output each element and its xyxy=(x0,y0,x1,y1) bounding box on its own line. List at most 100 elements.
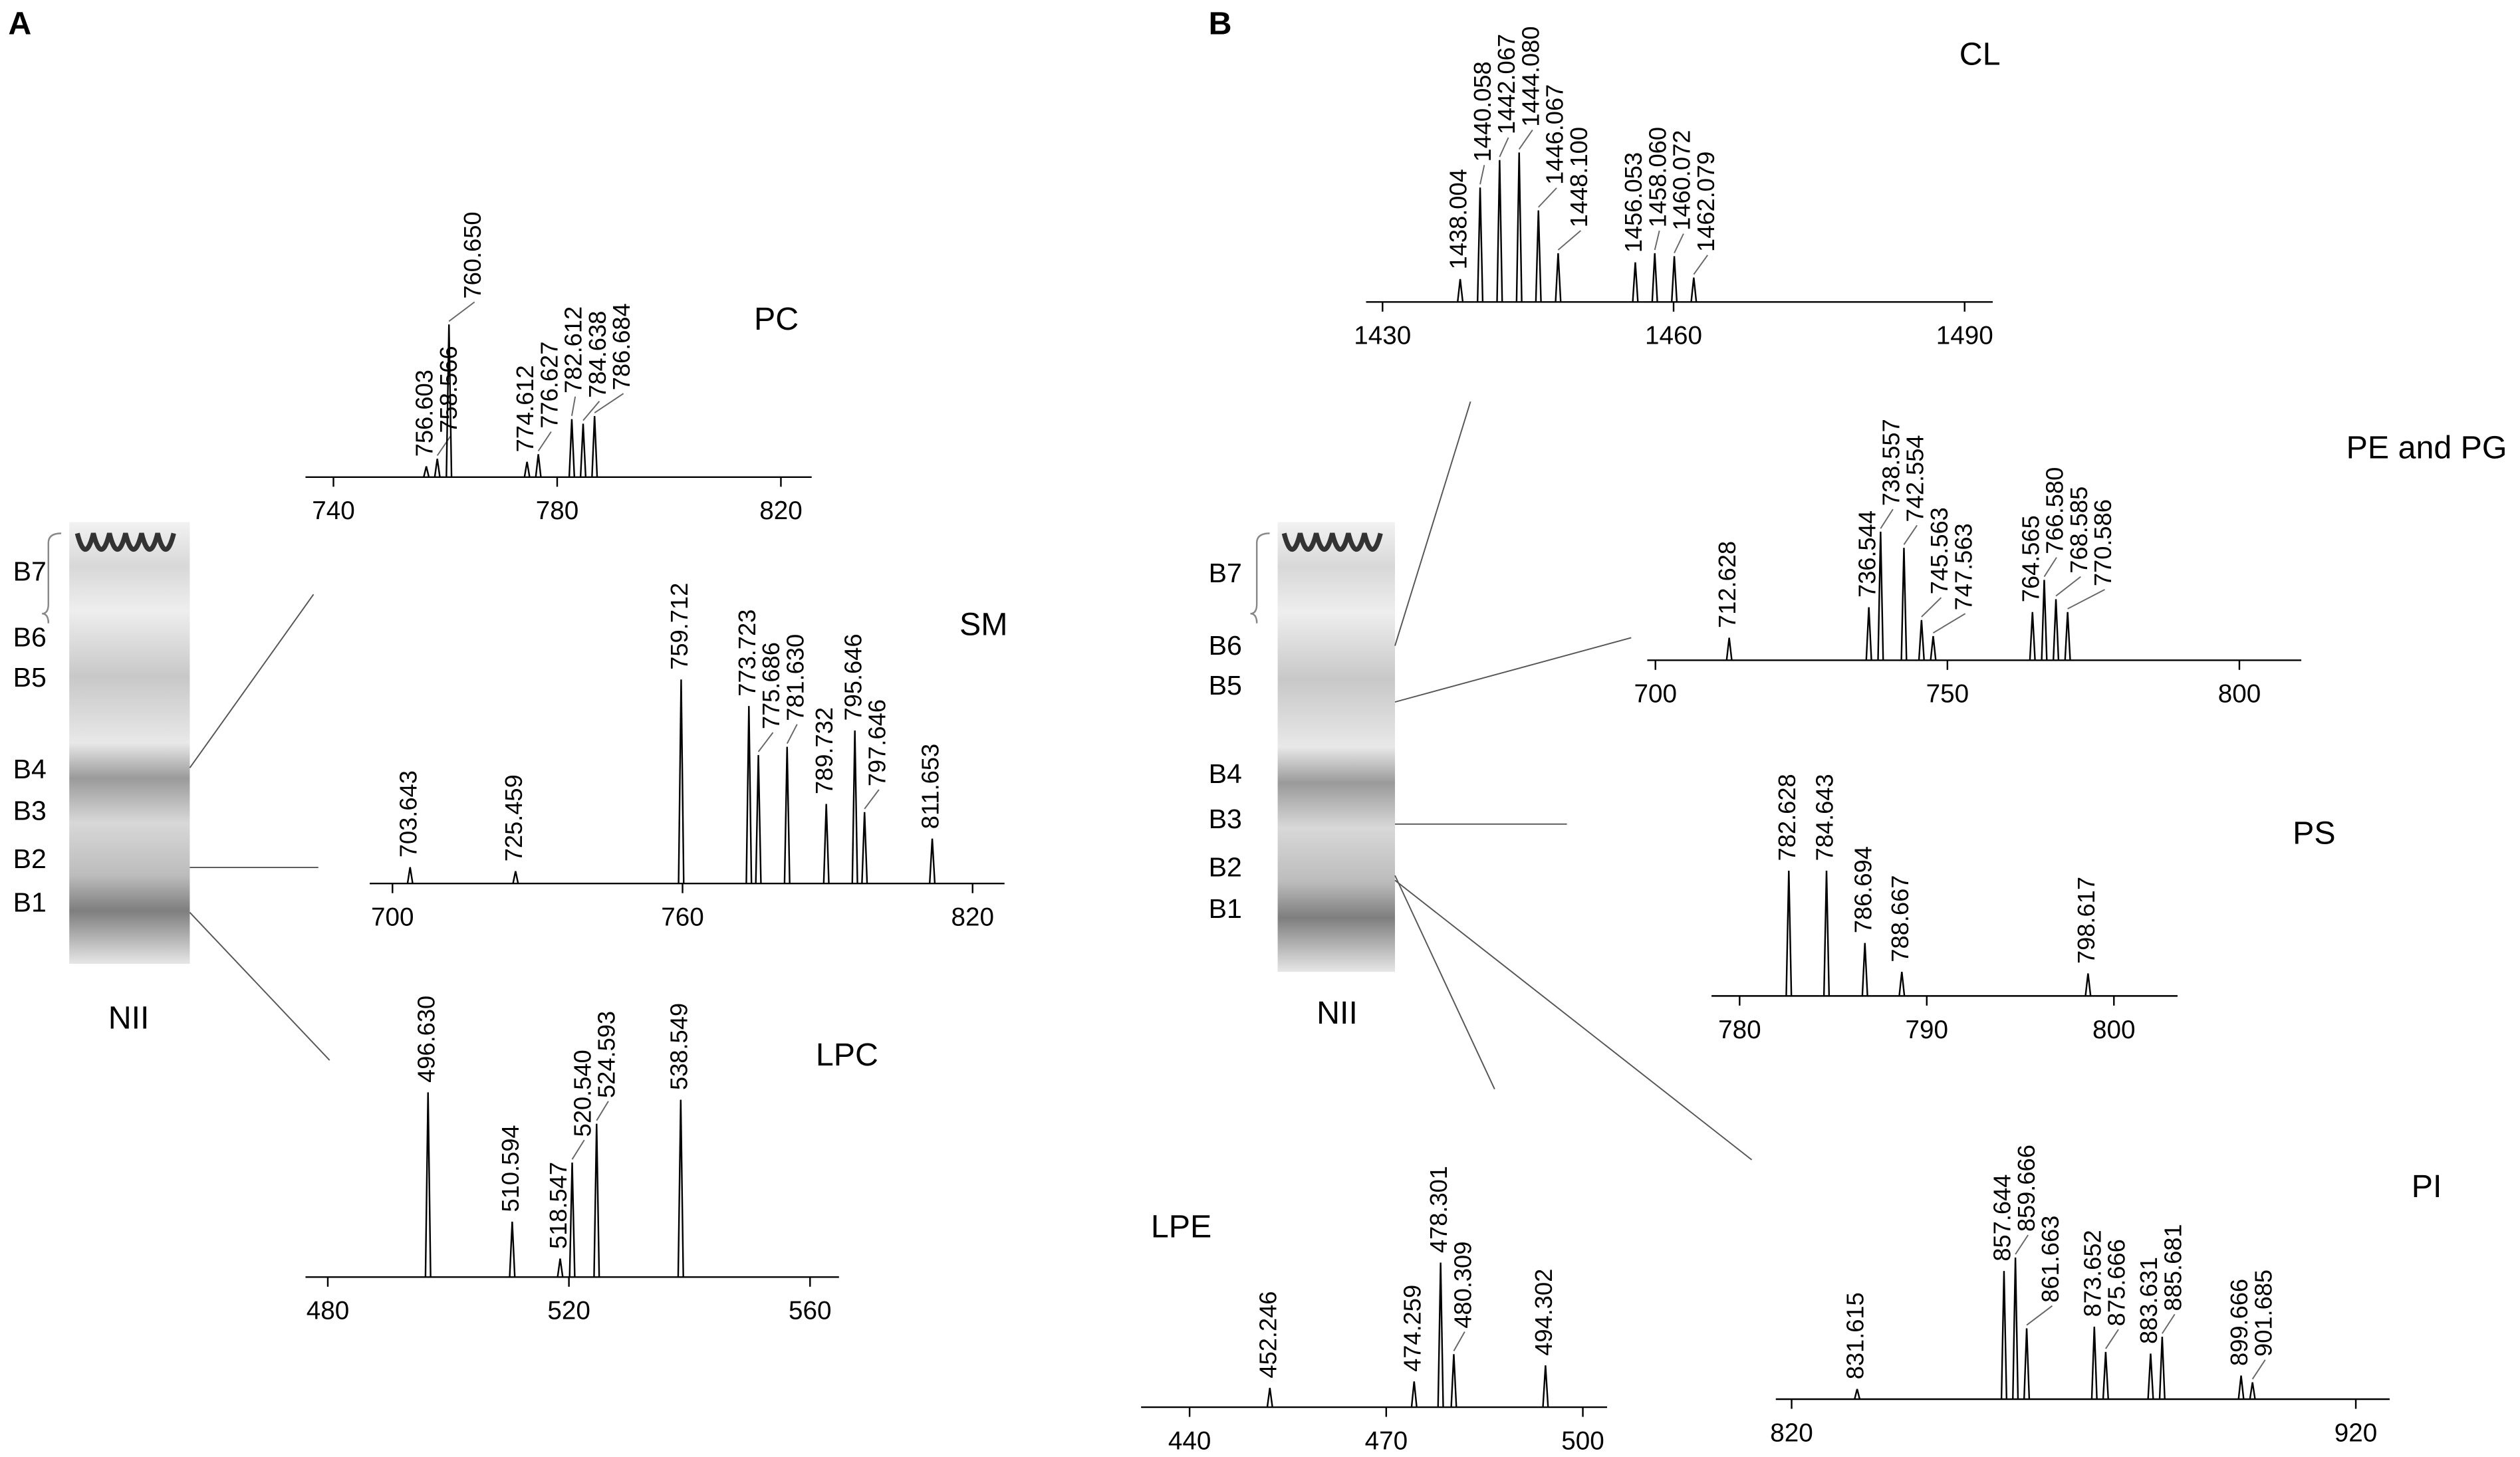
band-label: B1 xyxy=(13,887,47,917)
peak-label: 782.628 xyxy=(1773,774,1801,861)
panel-label: B xyxy=(1209,5,1232,41)
peak xyxy=(1854,1389,1861,1400)
band-label: B2 xyxy=(13,843,47,874)
peak xyxy=(1877,531,1884,661)
peak-label: 759.712 xyxy=(666,583,693,670)
peak xyxy=(1476,187,1484,302)
peak-label: 764.565 xyxy=(2017,515,2044,602)
leader-line xyxy=(582,400,600,421)
plate-caption: NII xyxy=(1317,995,1358,1031)
peak-label: 766.580 xyxy=(2041,467,2069,554)
x-tick-label: 920 xyxy=(2334,1418,2378,1447)
leader-line xyxy=(1674,233,1684,254)
plate-wells xyxy=(1281,532,1383,552)
x-tick-label: 470 xyxy=(1365,1426,1408,1455)
peak xyxy=(1651,253,1658,302)
peak-label: 1444.080 xyxy=(1517,26,1544,126)
peak-label: 873.652 xyxy=(2079,1230,2106,1317)
leader-line xyxy=(2055,576,2081,597)
peak-label: 1462.079 xyxy=(1692,152,1719,252)
peak xyxy=(1861,943,1868,996)
chart-title: PS xyxy=(2293,815,2335,851)
leader-line xyxy=(537,431,552,452)
panel-label: A xyxy=(8,5,31,41)
peak xyxy=(1900,548,1908,661)
x-tick-label: 740 xyxy=(312,497,354,525)
peak-label: 1456.053 xyxy=(1620,152,1647,253)
peak xyxy=(745,706,753,884)
peak xyxy=(423,466,430,478)
band-label: B5 xyxy=(1209,670,1242,701)
peak-label: 1442.067 xyxy=(1493,34,1520,134)
tlc-plate xyxy=(69,522,190,964)
leader-line xyxy=(2026,1305,2053,1326)
brace xyxy=(1250,532,1270,623)
peak-label: 510.594 xyxy=(497,1125,524,1212)
peak xyxy=(1918,619,1925,661)
peak-label: 786.684 xyxy=(608,303,635,390)
chart-title: LPC xyxy=(816,1037,878,1073)
leader-line xyxy=(1903,524,1918,545)
leader-line xyxy=(1538,187,1557,208)
peak xyxy=(1437,1262,1444,1408)
x-tick-label: 480 xyxy=(307,1297,350,1325)
peak xyxy=(591,415,598,477)
brace xyxy=(41,532,62,623)
peak-label: 798.617 xyxy=(2073,877,2100,964)
leader-line xyxy=(757,732,774,752)
peak xyxy=(822,804,830,884)
peak-label: 1458.060 xyxy=(1644,127,1671,227)
peak xyxy=(2029,612,2036,661)
peak-label: 745.563 xyxy=(1926,507,1953,594)
peak-label: 784.638 xyxy=(584,311,611,398)
leader-line xyxy=(2251,1359,2266,1380)
peak-label: 797.646 xyxy=(864,699,891,786)
peak xyxy=(677,1099,684,1278)
peak xyxy=(1930,635,1937,661)
peak xyxy=(1632,262,1639,302)
leader-line xyxy=(1693,255,1708,275)
x-tick-label: 800 xyxy=(2218,680,2261,709)
peak xyxy=(678,679,685,884)
peak-label: 768.585 xyxy=(2065,487,2092,574)
peak xyxy=(512,871,519,884)
peak xyxy=(568,1162,576,1278)
x-tick-label: 780 xyxy=(1718,1016,1761,1044)
peak xyxy=(593,1123,600,1278)
leader-line xyxy=(1880,508,1894,529)
x-tick-label: 820 xyxy=(1770,1418,1813,1447)
peak-label: 859.666 xyxy=(2013,1145,2040,1232)
peak xyxy=(928,838,936,884)
band-label: B6 xyxy=(1209,630,1242,661)
x-tick-label: 820 xyxy=(759,497,803,525)
peak xyxy=(1450,1354,1457,1408)
peak xyxy=(755,754,762,884)
peak xyxy=(1535,210,1542,302)
x-tick-label: 1430 xyxy=(1354,322,1411,350)
peak-label: 760.650 xyxy=(459,211,486,298)
x-tick-label: 700 xyxy=(1634,680,1676,709)
leader-line xyxy=(1654,230,1660,251)
band-label: B4 xyxy=(1209,758,1242,789)
peak-label: 885.681 xyxy=(2159,1224,2186,1311)
peak xyxy=(1785,870,1793,996)
x-tick-label: 500 xyxy=(1561,1426,1604,1455)
peak-label: 520.540 xyxy=(568,1050,596,1137)
chart-title: PE and PG xyxy=(2346,429,2507,465)
peak-label: 773.723 xyxy=(733,610,761,697)
peak xyxy=(2064,612,2071,661)
x-tick-label: 750 xyxy=(1926,680,1969,709)
peak xyxy=(2249,1382,2256,1400)
peak xyxy=(509,1221,516,1278)
peak-label: 480.309 xyxy=(1449,1242,1476,1329)
chart-title: PC xyxy=(754,301,799,337)
peak-label: 538.549 xyxy=(665,1003,692,1090)
band-label: B3 xyxy=(1209,804,1242,834)
peak xyxy=(2052,599,2060,661)
leader-line xyxy=(571,1139,585,1160)
peak-label: 736.544 xyxy=(1853,510,1880,598)
leader-line xyxy=(1932,613,1966,634)
x-tick-label: 800 xyxy=(2092,1016,2136,1044)
peak xyxy=(434,459,441,477)
peak-label: 775.686 xyxy=(757,642,785,729)
